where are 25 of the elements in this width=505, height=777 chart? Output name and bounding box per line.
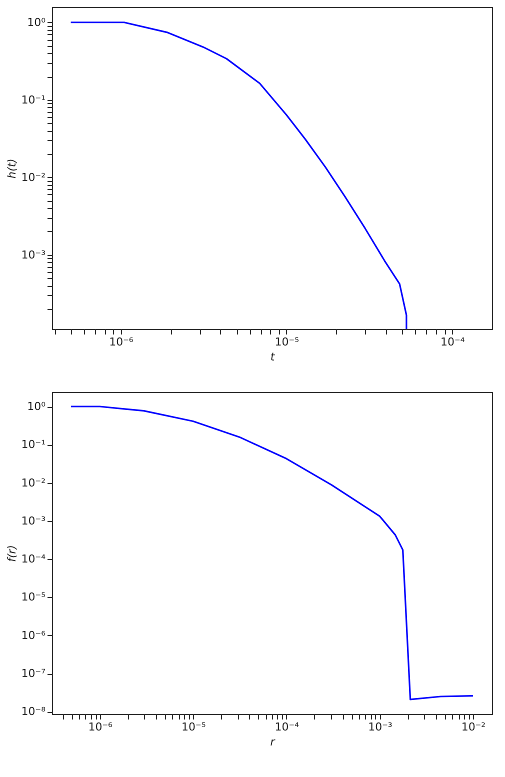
- y-tick-label: 10⁻⁴: [21, 552, 46, 566]
- x-tick-label: 10⁻⁶: [109, 336, 134, 348]
- y-axis-title: h(t): [5, 158, 18, 178]
- x-tick-label: 10⁻⁵: [182, 720, 206, 734]
- y-tick-label: 10⁻²: [21, 476, 46, 490]
- y-tick-label: 10⁻⁸: [21, 705, 46, 718]
- y-tick-label: 10⁻²: [21, 170, 46, 184]
- y-tick-label: 10⁻¹: [21, 93, 46, 106]
- x-axis-title: r: [270, 736, 276, 748]
- x-tick-label: 10⁻⁶: [88, 720, 114, 734]
- y-tick-label: 10⁰: [27, 16, 46, 29]
- y-axis-title: f(r): [5, 545, 18, 562]
- x-tick-label: 10⁻⁵: [274, 336, 300, 348]
- x-tick-label: 10⁻⁴: [440, 336, 466, 348]
- y-tick-label: 10⁻¹: [21, 438, 46, 452]
- x-tick-label: 10⁻³: [368, 720, 392, 734]
- y-tick-label: 10⁰: [27, 400, 46, 414]
- x-tick-label: 10⁻⁴: [274, 720, 300, 734]
- y-tick-label: 10⁻⁵: [21, 590, 46, 604]
- x-axis-title: t: [270, 350, 276, 364]
- y-tick-label: 10⁻⁷: [21, 667, 46, 680]
- y-tick-label: 10⁻⁶: [21, 628, 46, 642]
- x-tick-label: 10⁻²: [461, 720, 486, 734]
- y-tick-label: 10⁻³: [21, 248, 46, 262]
- y-tick-label: 10⁻³: [21, 514, 46, 528]
